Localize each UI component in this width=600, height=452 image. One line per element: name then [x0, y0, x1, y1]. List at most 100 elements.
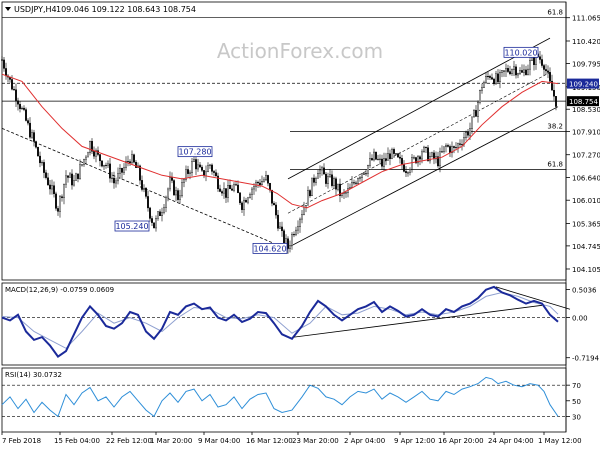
candle-body	[381, 158, 383, 167]
candle-body	[555, 96, 557, 107]
candle-body	[69, 173, 71, 178]
price-tag-label: 109.240	[569, 81, 598, 89]
candle-body	[307, 190, 309, 206]
candle-body	[447, 145, 449, 147]
candle-body	[539, 56, 541, 60]
candle-body	[377, 158, 379, 160]
candle-body	[265, 175, 267, 181]
macd-tick-label: 0.5036	[572, 286, 597, 294]
candle-body	[361, 173, 363, 178]
candle-body	[159, 211, 161, 217]
candle-body	[283, 230, 285, 244]
swing-label: 105.240	[115, 222, 148, 231]
candle-body	[429, 156, 431, 162]
candle-body	[253, 186, 255, 190]
x-tick-label: 1 Mar 20:00	[150, 437, 192, 445]
candle-body	[511, 69, 513, 75]
candle-body	[235, 184, 237, 186]
candle-body	[197, 164, 199, 170]
candle-body	[311, 177, 313, 197]
candle-body	[223, 188, 225, 194]
candle-body	[427, 147, 429, 162]
rsi-tick-label: 50	[572, 398, 581, 406]
price-tick-label: 104.745	[572, 243, 600, 251]
candle-body	[57, 208, 59, 212]
x-tick-label: 2 Apr 04:00	[344, 437, 385, 445]
candle-body	[433, 152, 435, 160]
price-tick-label: 111.065	[572, 15, 600, 23]
candle-body	[95, 150, 97, 157]
candle-body	[405, 171, 407, 173]
candle-body	[401, 158, 403, 166]
swing-label-box	[114, 220, 150, 232]
candle-body	[529, 60, 531, 70]
candle-body	[23, 107, 25, 110]
candle-body	[189, 172, 191, 174]
candle-body	[289, 245, 291, 249]
candle-body	[123, 167, 125, 173]
candle-body	[315, 178, 317, 183]
candle-body	[375, 151, 377, 160]
candle-body	[471, 116, 473, 129]
candle-body	[547, 70, 549, 73]
candle-body	[39, 155, 41, 164]
candle-body	[483, 82, 485, 88]
candle-body	[439, 151, 441, 167]
candle-body	[27, 120, 29, 124]
swing-label: 110.020	[504, 48, 537, 57]
x-tick-label: 24 Apr 04:00	[488, 437, 534, 445]
candle-body	[115, 180, 117, 184]
candle-body	[499, 72, 501, 82]
channel-mid-line	[287, 72, 551, 214]
candle-body	[303, 207, 305, 215]
candle-body	[61, 196, 63, 198]
candle-body	[479, 90, 481, 103]
moving-average-line	[1, 73, 559, 209]
candle-body	[91, 141, 93, 152]
candle-body	[173, 180, 175, 196]
fib-label-mid: 38.2	[547, 123, 563, 131]
candle-body	[45, 172, 47, 178]
candle-body	[329, 174, 331, 177]
candle-body	[457, 143, 459, 148]
price-tick-label: 108.530	[572, 106, 600, 114]
candle-body	[385, 158, 387, 161]
candle-body	[237, 184, 239, 194]
macd-line	[1, 285, 559, 358]
candle-body	[141, 180, 143, 190]
candle-body	[489, 76, 491, 78]
candle-body	[185, 169, 187, 180]
candle-body	[497, 73, 499, 82]
rsi-tick-label: 70	[572, 382, 581, 390]
candle-body	[335, 178, 337, 190]
candle-body	[437, 156, 439, 167]
x-tick-label: 9 Mar 04:00	[198, 437, 240, 445]
candle-body	[293, 234, 295, 236]
candle-body	[425, 146, 427, 148]
candle-body	[131, 154, 133, 164]
candle-body	[449, 146, 451, 153]
ohlc-readout: 109.046 109.122 108.643 108.754	[56, 5, 196, 14]
candle-body	[133, 154, 135, 163]
candle-body	[411, 157, 413, 170]
candle-body	[257, 181, 259, 184]
candle-body	[191, 161, 193, 174]
candle-body	[443, 146, 445, 152]
candle-body	[407, 172, 409, 174]
x-tick-label: 16 Mar 12:00	[246, 437, 293, 445]
candle-body	[273, 203, 275, 206]
candle-body	[363, 173, 365, 175]
candle-body	[339, 183, 341, 196]
candle-body	[295, 229, 297, 235]
rsi-tick-label: 30	[572, 413, 581, 421]
candle-body	[49, 184, 51, 190]
candle-body	[217, 175, 219, 190]
candle-body	[521, 70, 523, 73]
candle-body	[213, 171, 215, 173]
candle-body	[313, 177, 315, 183]
price-tick-label: 105.365	[572, 220, 600, 228]
candle-body	[89, 141, 91, 154]
candle-body	[251, 188, 253, 195]
macd-signal-line	[1, 291, 559, 349]
